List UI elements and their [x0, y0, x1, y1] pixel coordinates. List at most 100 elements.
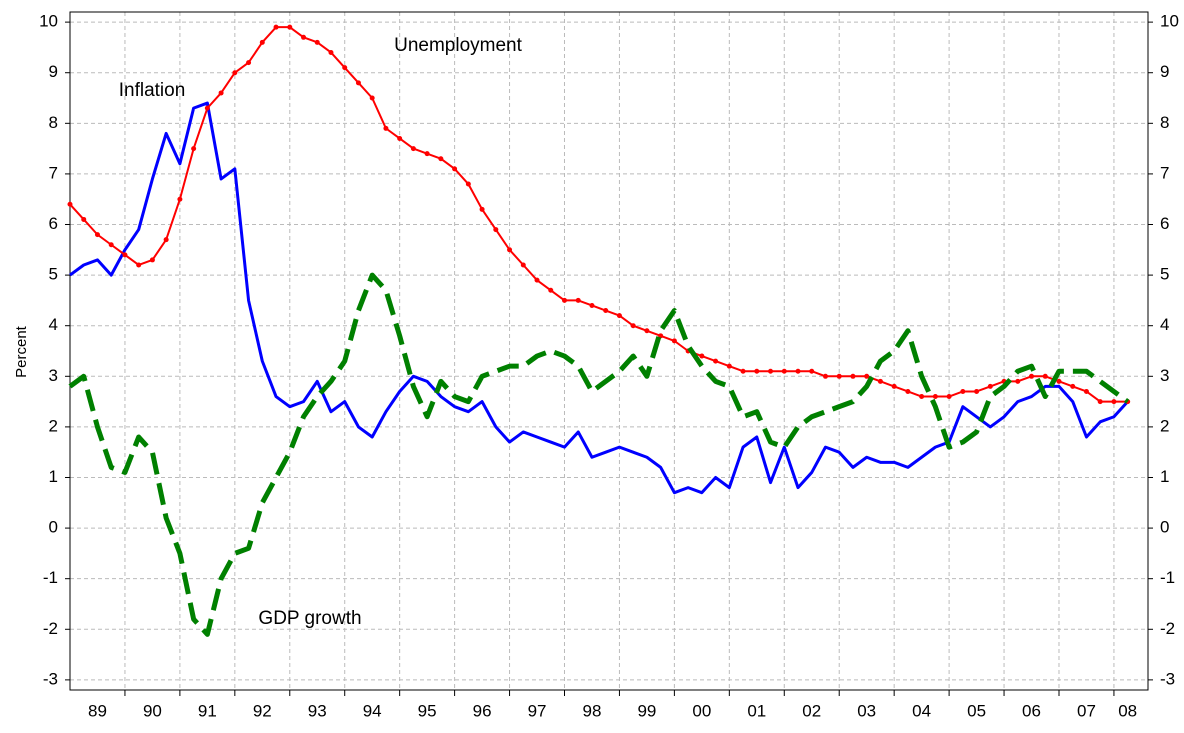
series-dot [548, 287, 554, 293]
series-dot [713, 358, 719, 364]
y2-tick-label: 10 [1160, 12, 1179, 31]
y-tick-label: 4 [49, 315, 58, 334]
series-dot [850, 373, 856, 379]
series-dot [410, 146, 416, 152]
series-dot [342, 65, 348, 71]
y2-tick-label: 8 [1160, 113, 1169, 132]
series-dot [822, 373, 828, 379]
series-dot [438, 156, 444, 162]
series-dot [699, 353, 705, 359]
x-tick-label: 98 [583, 701, 602, 720]
series-dot [1070, 383, 1076, 389]
series-dot [218, 90, 224, 96]
y2-tick-label: -2 [1160, 619, 1175, 638]
series-dot [603, 308, 609, 314]
y2-tick-label: 7 [1160, 163, 1169, 182]
series-dot [630, 323, 636, 329]
series-dot [671, 338, 677, 344]
series-dot [136, 262, 142, 268]
series-dot [561, 297, 567, 303]
series-dot [301, 34, 307, 40]
series-dot [575, 297, 581, 303]
series-dot [1015, 378, 1021, 384]
series-dot [204, 105, 210, 111]
x-tick-label: 05 [967, 701, 986, 720]
y-tick-label: -2 [43, 619, 58, 638]
y-tick-label: -3 [43, 669, 58, 688]
series-dot [1056, 378, 1062, 384]
y-tick-label: 6 [49, 214, 58, 233]
series-dot [1083, 388, 1089, 394]
series-dot [108, 242, 114, 248]
series-dot [452, 166, 458, 172]
series-dot [616, 313, 622, 319]
series-dot [1042, 373, 1048, 379]
series-dot [424, 151, 430, 157]
y2-tick-label: 9 [1160, 62, 1169, 81]
series-dot [932, 394, 938, 400]
x-tick-label: 07 [1077, 701, 1096, 720]
x-tick-label: 94 [363, 701, 382, 720]
series-line [68, 272, 1130, 637]
x-tick-label: 02 [802, 701, 821, 720]
y2-tick-label: -3 [1160, 669, 1175, 688]
series-dot [328, 49, 334, 55]
series-dot [232, 70, 238, 76]
x-tick-label: 93 [308, 701, 327, 720]
y-tick-label: 8 [49, 113, 58, 132]
series-dot [809, 368, 815, 374]
x-tick-label: 01 [747, 701, 766, 720]
x-tick-label: 91 [198, 701, 217, 720]
series-dot [67, 201, 73, 207]
series-dot [919, 394, 925, 400]
y-tick-label: 2 [49, 416, 58, 435]
series-dot [314, 39, 320, 45]
series-line [69, 101, 1129, 495]
annotation: GDP growth [258, 608, 361, 629]
series-dot [589, 302, 595, 308]
x-tick-label: 06 [1022, 701, 1041, 720]
series-dot [122, 252, 128, 258]
series-dot [754, 368, 760, 374]
series-dot [246, 60, 252, 66]
series-dot [191, 146, 197, 152]
series-dot [877, 378, 883, 384]
series-dot [768, 368, 774, 374]
series-dot [493, 227, 499, 233]
series-dot [479, 206, 485, 212]
series-dot [836, 373, 842, 379]
y2-tick-label: 6 [1160, 214, 1169, 233]
y2-tick-label: 5 [1160, 265, 1169, 284]
series-dot [465, 181, 471, 187]
series-dot [974, 388, 980, 394]
series-dot [177, 196, 183, 202]
y2-tick-label: 4 [1160, 315, 1169, 334]
y-tick-label: 1 [49, 467, 58, 486]
series-dot [1097, 399, 1103, 405]
x-tick-label: 90 [143, 701, 162, 720]
series-dot [81, 216, 87, 222]
series-dot [781, 368, 787, 374]
series-dot [960, 388, 966, 394]
series-line [69, 26, 1128, 403]
series-dot [1029, 373, 1035, 379]
y2-tick-label: 1 [1160, 467, 1169, 486]
series-dot [149, 257, 155, 263]
y-tick-label: 7 [49, 163, 58, 182]
y-tick-label: 10 [39, 12, 58, 31]
x-tick-label: 95 [418, 701, 437, 720]
x-tick-label: 03 [857, 701, 876, 720]
series-dot [287, 24, 293, 30]
series-dot [795, 368, 801, 374]
x-tick-label: 89 [88, 701, 107, 720]
series-dot [644, 328, 650, 334]
series-dot [397, 135, 403, 141]
series-dot [534, 277, 540, 283]
y2-tick-label: -1 [1160, 568, 1175, 587]
y2-tick-label: 2 [1160, 416, 1169, 435]
y-tick-label: -1 [43, 568, 58, 587]
series-dot [891, 383, 897, 389]
series-dot [740, 368, 746, 374]
y-tick-label: 0 [49, 518, 58, 537]
